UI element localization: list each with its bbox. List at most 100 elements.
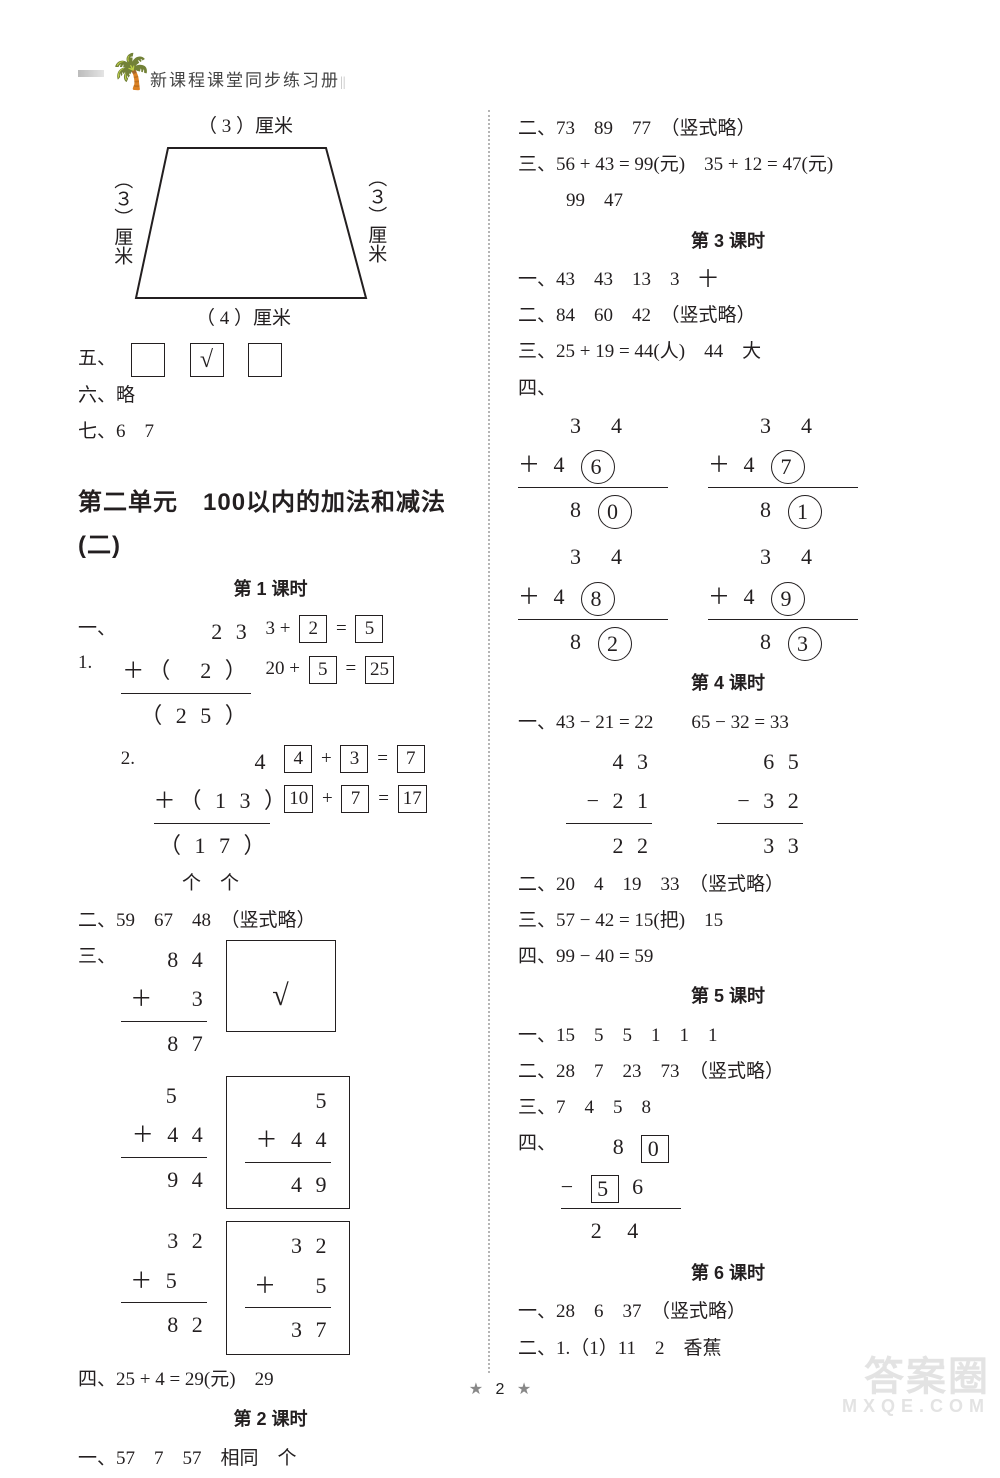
eq3-p: +: [321, 748, 332, 769]
circ-calc: 3 4＋ 4 7 8 1: [708, 406, 858, 530]
eq2-c: 25: [365, 656, 394, 684]
k1-line3c: 3 2 ＋ 5 8 2 3 2 ＋ 5 3 7: [78, 1221, 463, 1355]
checkbox-3: [248, 343, 282, 377]
star-icon: ★: [517, 1381, 531, 1398]
vca-r2: ＋ 3: [121, 979, 207, 1019]
watermark-small: MXQE.COM: [842, 1397, 990, 1415]
star-icon: ★: [469, 1381, 483, 1398]
vcalc-b: 5 ＋ 4 4 9 4: [121, 1076, 207, 1200]
trap-top-label: （ 3 ）厘米: [198, 110, 293, 144]
vc2-r3: （ 1 7 ）: [154, 823, 270, 866]
k1-ge: 个 个: [182, 867, 463, 901]
k5-r2: − 5 6: [561, 1167, 681, 1207]
vc-r1: 2 3: [121, 612, 251, 652]
eq4-p: +: [322, 788, 333, 809]
watermark: 答案圈 MXQE.COM: [842, 1357, 990, 1415]
vca-r1: 8 4: [121, 940, 207, 980]
eq3-c: 7: [397, 745, 425, 773]
circ-calc: 3 4＋ 4 8 8 2: [518, 537, 668, 661]
k5-4: 四、 8 0 − 5 6 2 4: [518, 1127, 938, 1251]
vc2-r2: ＋（ 1 3 ）: [154, 781, 270, 821]
page-number: 2: [496, 1381, 505, 1398]
circ-calc-grid: 3 4＋ 4 6 8 0 3 4＋ 4 7 8 1 3 4＋ 4 8 8 2 3…: [518, 406, 938, 662]
vcalc-1-1: 2 3 ＋（ 2 ） （ 2 5 ）: [121, 612, 251, 736]
k4-vcrow: 4 3 − 2 1 2 2 6 5 − 3 2 3 3: [566, 742, 938, 866]
eq-block-2: 4 + 3 = 7 10 + 7 = 17: [280, 742, 430, 816]
k4L-r3: 2 2: [566, 823, 652, 866]
checkbox-2: √: [190, 343, 224, 377]
eq3-eq: =: [377, 748, 388, 769]
k1-q1-2: 2. 4 ＋（ 1 3 ） （ 1 7 ） 4 + 3 = 7 10 + 7: [78, 742, 463, 866]
palm-icon: 🌴: [110, 42, 152, 103]
k2-line1: 一、57 7 57 相同 个: [78, 1442, 463, 1476]
k3-2: 二、84 60 42 （竖式略）: [518, 299, 938, 333]
k5r1b: 0: [641, 1135, 669, 1163]
vc2-r1: 4: [154, 742, 270, 782]
header-bars-icon: ||: [340, 70, 346, 95]
eq2-a: 20 +: [266, 658, 300, 679]
trap-bottom-label: （ 4 ）厘米: [196, 302, 291, 336]
circ-calc: 3 4＋ 4 6 8 0: [518, 406, 668, 530]
k4-3: 三、57 − 42 = 15(把) 15: [518, 904, 938, 938]
vcalc-a-check: √: [226, 940, 336, 1032]
vcc-r1: 3 2: [121, 1221, 207, 1261]
k5r2c: 6: [632, 1174, 647, 1199]
vc-r3: （ 2 5 ）: [121, 693, 251, 736]
watermark-big: 答案圈: [864, 1355, 990, 1399]
column-divider: [488, 110, 490, 1373]
k5r1a: 8: [613, 1134, 628, 1159]
k4R-r1: 6 5: [717, 742, 803, 782]
r-line-b: 三、56 + 43 = 99(元) 35 + 12 = 47(元): [518, 148, 938, 182]
lesson-1-title: 第 1 课时: [78, 573, 463, 605]
answer-seven: 七、6 7: [78, 415, 463, 449]
vcalc-c: 3 2 ＋ 5 8 2: [121, 1221, 207, 1345]
k4-4: 四、99 − 40 = 59: [518, 940, 938, 974]
vcalc-1-2: 4 ＋（ 1 3 ） （ 1 7 ）: [154, 742, 270, 866]
k5-1: 一、15 5 5 1 1 1: [518, 1019, 938, 1053]
vca-r3: 8 7: [121, 1021, 207, 1064]
vcalc-b-fix: 5 ＋ 4 4 4 9: [226, 1076, 350, 1210]
vccf-r2: ＋ 5: [245, 1266, 331, 1306]
eq2-b: 5: [309, 656, 337, 684]
trapezoid-shape: [132, 144, 372, 304]
lesson-2-title: 第 2 课时: [78, 1403, 463, 1435]
unit-title: 第二单元 100以内的加法和减法(二): [78, 481, 463, 567]
eq4-c: 17: [398, 785, 427, 813]
left-column: （ 3 ）厘米 （３）厘米 （３）厘米 （ 4 ）厘米 五、 √ 六、略 七、6…: [78, 110, 463, 1478]
k4R-r2: − 3 2: [717, 781, 803, 821]
k6-1: 一、28 6 37 （竖式略）: [518, 1295, 938, 1329]
answer-six: 六、略: [78, 379, 463, 413]
k4L-r2: − 2 1: [566, 781, 652, 821]
eq1-eq: =: [336, 618, 347, 639]
lesson-4-title: 第 4 课时: [518, 667, 938, 699]
lesson-3-title: 第 3 课时: [518, 225, 938, 257]
page-header: 🌴 新课程课堂同步练习册 ||: [78, 50, 922, 90]
eq1-b: 2: [299, 615, 327, 643]
page-body: （ 3 ）厘米 （３）厘米 （３）厘米 （ 4 ）厘米 五、 √ 六、略 七、6…: [78, 110, 938, 1363]
k4-2: 二、20 4 19 33 （竖式略）: [518, 868, 938, 902]
vc-r2: ＋（ 2 ）: [121, 651, 251, 691]
vccf-r1: 3 2: [245, 1226, 331, 1266]
eq3-b: 3: [340, 745, 368, 773]
eq1-c: 5: [355, 615, 383, 643]
k1-line3b: 5 ＋ 4 4 9 4 5 ＋ 4 4 4 9: [78, 1076, 463, 1210]
k1-line2: 二、59 67 48 （竖式略）: [78, 904, 463, 938]
vcc-r2: ＋ 5: [121, 1261, 207, 1301]
eq-block-1: 3 + 2 = 5 20 + 5 = 25: [266, 612, 398, 686]
k5-vc: 8 0 − 5 6 2 4: [561, 1127, 681, 1251]
r-line-b2: 99 47: [566, 184, 938, 218]
lesson-6-title: 第 6 课时: [518, 1257, 938, 1289]
eq1-a: 3 +: [266, 618, 291, 639]
eq3-a: 4: [284, 745, 312, 773]
vcb-r3: 9 4: [121, 1157, 207, 1200]
k5-4-label: 四、: [518, 1127, 556, 1161]
k3-3: 三、25 + 19 = 44(人) 44 大: [518, 335, 938, 369]
eq4-a: 10: [284, 785, 313, 813]
k4-vcR: 6 5 − 3 2 3 3: [717, 742, 803, 866]
k1-line3: 三、 8 4 ＋ 3 8 7 √: [78, 940, 463, 1064]
vccf-r3: 3 7: [245, 1307, 331, 1350]
k5-r1: 8 0: [561, 1127, 681, 1167]
k5-2: 二、28 7 23 73 （竖式略）: [518, 1055, 938, 1089]
vcalc-a: 8 4 ＋ 3 8 7: [121, 940, 207, 1064]
right-column: 二、73 89 77 （竖式略） 三、56 + 43 = 99(元) 35 + …: [518, 110, 938, 1368]
